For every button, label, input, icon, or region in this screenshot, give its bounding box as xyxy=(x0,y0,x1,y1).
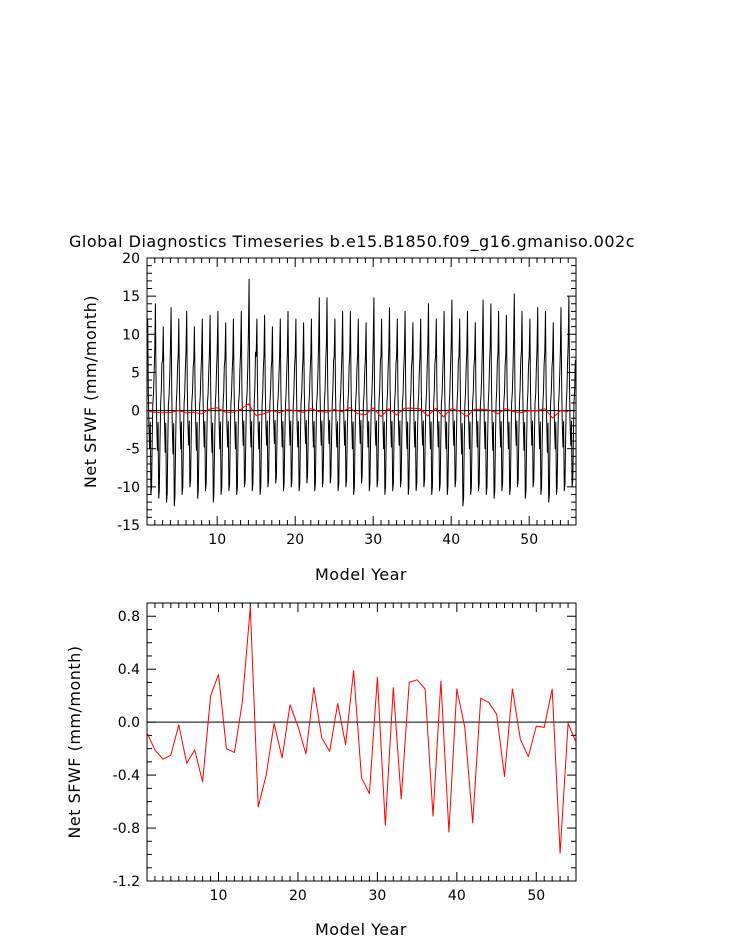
bottom-x-tick-label: 30 xyxy=(368,888,386,904)
top-x-tick-label: 30 xyxy=(364,532,382,548)
bottom-chart: 10 20 30 40 50 -1.2 -0.8 -0.4 0.0 0.4 0.8 Model Ye… xyxy=(65,602,577,939)
bottom-xlabel: Model Year xyxy=(315,920,407,939)
top-ylabel: Net SFWF (mm/month) xyxy=(81,295,100,488)
top-series-line-0 xyxy=(146,278,576,507)
top-y-tick-label: -5 xyxy=(126,442,140,458)
top-y-tick-label: 20 xyxy=(122,251,140,267)
bottom-x-tick-label: 50 xyxy=(527,888,545,904)
bottom-y-tick-label: -0.8 xyxy=(113,821,140,837)
bottom-y-tick-label: 0.4 xyxy=(118,662,140,678)
bottom-y-tick-label: -1.2 xyxy=(113,874,140,890)
top-x-tick-label: 50 xyxy=(520,532,538,548)
bottom-x-tick-label: 40 xyxy=(448,888,466,904)
bottom-y-tick-label: -0.4 xyxy=(113,768,140,784)
bottom-y-tick-label: 0.0 xyxy=(118,715,140,731)
bottom-ylabel: Net SFWF (mm/month) xyxy=(65,645,84,838)
top-y-tick-label: 5 xyxy=(131,365,140,381)
top-x-tick-label: 10 xyxy=(208,532,226,548)
bottom-x-tick-label: 10 xyxy=(210,888,228,904)
top-series-line-1 xyxy=(146,403,569,419)
top-x-tick-label: 40 xyxy=(442,532,460,548)
bottom-plot-frame xyxy=(146,602,577,882)
bottom-y-tick-label: 0.8 xyxy=(118,609,140,625)
top-y-tick-label: 15 xyxy=(122,289,140,305)
top-chart: 10 20 30 40 50 -15 -10 -5 0 5 10 15 20 Model Year Ne… xyxy=(81,251,577,584)
top-x-tick-label: 20 xyxy=(286,532,304,548)
top-xlabel: Model Year xyxy=(315,565,407,584)
bottom-x-tick-label: 20 xyxy=(289,888,307,904)
bottom-series-line-0 xyxy=(146,606,577,854)
top-y-tick-label: -15 xyxy=(117,518,140,534)
top-plot-frame xyxy=(146,257,577,526)
top-y-tick-label: -10 xyxy=(117,480,140,496)
chart-title: Global Diagnostics Timeseries b.e15.B185… xyxy=(69,232,635,252)
top-y-tick-label: 0 xyxy=(131,404,140,420)
top-y-tick-label: 10 xyxy=(122,327,140,343)
